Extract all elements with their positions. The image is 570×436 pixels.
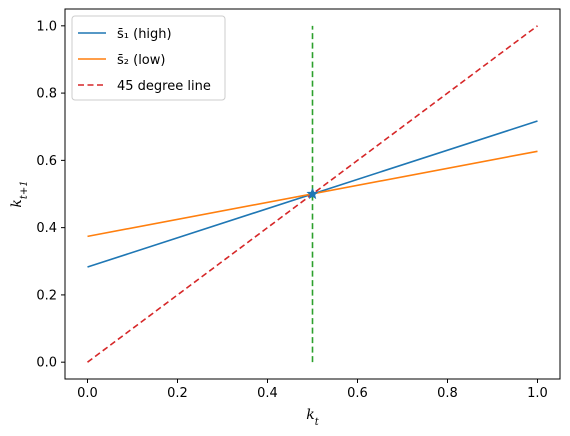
x-tick-label: 0.0 (77, 386, 98, 401)
x-tick-label: 0.6 (347, 386, 368, 401)
x-axis-label: kt (306, 407, 319, 428)
x-tick-label: 1.0 (527, 386, 548, 401)
legend-box (71, 15, 226, 101)
legend-label-3: 45 degree line (117, 79, 211, 94)
y-tick-label: 0.6 (36, 154, 57, 169)
y-tick-label: 1.0 (36, 19, 57, 34)
ticks-layer: 0.0 0.2 0.4 0.6 0.8 1.0 0.0 0.2 0.4 0.6 0.8 1.0 (36, 19, 548, 401)
x-tick-label: 0.8 (437, 386, 458, 401)
x-tick-label: 0.2 (167, 386, 188, 401)
y-tick-label: 0.4 (36, 221, 57, 236)
y-tick-label: 0.0 (36, 356, 57, 371)
legend-label-2: s̄₂ (low) (117, 53, 165, 68)
legend-label-1: s̄₁ (high) (117, 27, 172, 42)
axes-frame (64, 8, 561, 380)
y-axis-label: kt+1 (9, 180, 30, 207)
star-marker (306, 187, 319, 200)
y-tick-label: 0.8 (36, 87, 57, 102)
legend: s̄₁ (high) s̄₂ (low) 45 degree line (71, 15, 226, 101)
y-tick-label: 0.2 (36, 288, 57, 303)
plot-layer (87, 25, 538, 363)
x-tick-label: 0.4 (257, 386, 278, 401)
